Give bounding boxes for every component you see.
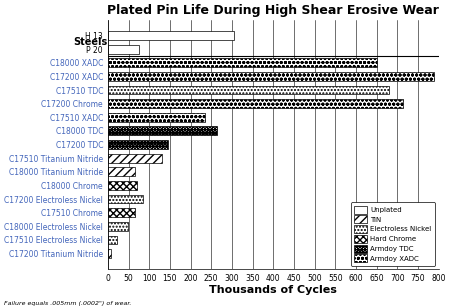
X-axis label: Thousands of Cycles: Thousands of Cycles <box>209 285 337 294</box>
Bar <box>108 222 128 231</box>
Legend: Unplated, TiN, Electroless Nickel, Hard Chrome, Armdoy TDC, Armdoy XADC: Unplated, TiN, Electroless Nickel, Hard … <box>351 202 435 266</box>
Text: Failure equals .005mm (.0002") of wear.: Failure equals .005mm (.0002") of wear. <box>4 302 132 306</box>
Bar <box>108 86 389 95</box>
Bar <box>108 113 205 122</box>
Bar <box>108 167 135 176</box>
Bar <box>108 31 234 40</box>
Bar <box>108 236 117 244</box>
Bar <box>108 208 135 217</box>
Bar <box>108 181 137 190</box>
Text: Steels: Steels <box>73 37 107 47</box>
Bar <box>108 58 377 67</box>
Bar <box>108 99 404 108</box>
Bar <box>108 140 168 149</box>
Title: Plated Pin Life During High Shear Erosive Wear: Plated Pin Life During High Shear Erosiv… <box>107 4 439 17</box>
Bar <box>108 72 434 81</box>
Bar <box>108 195 143 204</box>
Bar <box>108 249 111 258</box>
Bar <box>108 45 139 54</box>
Bar <box>108 154 162 163</box>
Bar <box>108 127 217 135</box>
